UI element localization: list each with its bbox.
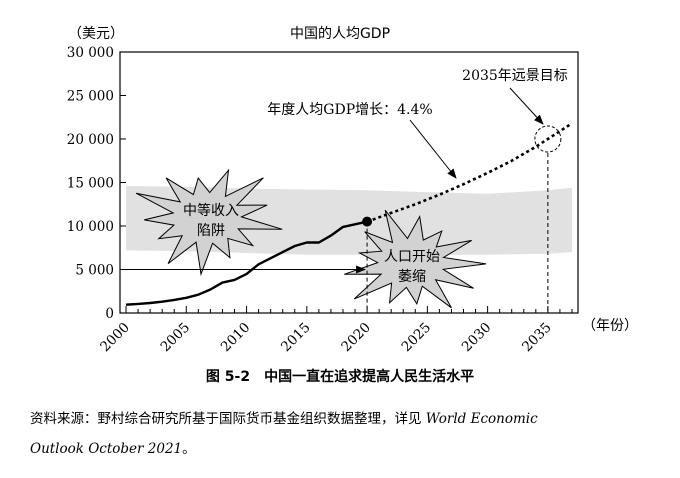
x-tick-label: 2000 [97,320,133,356]
projected-gdp-line [366,122,573,223]
x-tick-label: 2025 [399,320,435,356]
x-tick-label: 2010 [218,320,254,356]
population-label-line1: 人口开始 [384,249,440,265]
source-suffix: 。 [182,441,196,457]
y-tick-label: 20 000 [67,132,114,148]
source-prefix: 资料来源：野村综合研究所基于国际货币基金组织数据整理，详见 [30,411,426,427]
growth-arrow [409,119,457,179]
target-circle [534,125,562,153]
goal-label: 2035年远景目标 [462,68,568,84]
source-title-line1: World Economic [425,411,538,427]
y-tick-label: 30 000 [67,45,114,61]
x-tick-label: 2005 [158,320,194,356]
x-tick-label: 2035 [519,320,555,356]
population-shrink-burst [344,209,487,309]
figure-caption: 图 5-2 中国一直在追求提高人民生活水平 [0,366,680,386]
y-tick-label: 0 [105,306,114,322]
x-tick-label: 2015 [278,320,314,356]
chart-title: 中国的人均GDP [290,26,390,42]
x-tick-label: 2030 [459,320,495,356]
actual-gdp-line [125,220,368,306]
y-tick-label: 25 000 [67,89,114,105]
x-tick-label: 2020 [338,320,374,356]
trap-label-line1: 中等收入 [183,202,239,219]
y-tick-label: 15 000 [67,176,114,192]
source-title-line2: Outlook October 2021 [30,441,183,457]
growth-label: 年度人均GDP增长：4.4% [267,102,432,118]
y-tick-label: 5 000 [75,263,114,279]
middle-income-trap-burst [135,168,283,277]
y-tick-label: 10 000 [67,219,114,235]
y-axis-label: （美元） [68,26,124,42]
figure-number: 图 5-2 [205,369,251,385]
figure-caption-text: 中国一直在追求提高人民生活水平 [264,369,475,385]
gdp-chart: 0 5 000 10 000 15 000 20 000 25 000 30 000 2000… [67,26,638,356]
goal-arrow [509,87,544,125]
source-note: 资料来源：野村综合研究所基于国际货币基金组织数据整理，详见 World Econ… [30,404,670,464]
population-label-line2: 萎缩 [398,269,426,285]
x-axis-label: （年份） [582,318,638,334]
trap-label-line2: 陷阱 [197,223,225,239]
